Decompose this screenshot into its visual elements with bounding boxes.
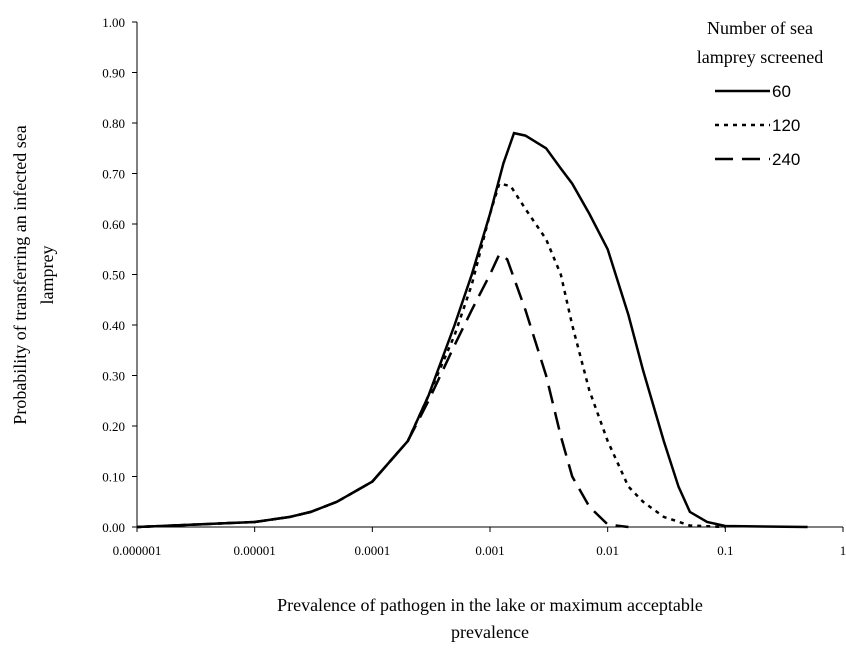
series-line [136,182,726,529]
x-tick-label: 0.000001 [113,543,162,558]
y-tick-label: 0.20 [102,419,125,434]
y-tick-label: 0.80 [102,116,125,131]
y-axis-title: lamprey [37,246,57,305]
series-line [136,131,808,529]
y-tick-label: 0.50 [102,268,125,283]
legend-label: 240 [772,150,800,169]
legend-label: 120 [772,116,800,135]
y-tick-label: 0.40 [102,318,125,333]
y-tick-label: 0.90 [102,66,125,81]
legend-label: 60 [772,82,791,101]
y-tick-label: 0.10 [102,470,125,485]
y-tick-label: 0.00 [102,520,125,535]
y-axis-title: Probability of transferring an infected … [10,125,30,424]
x-tick-label: 0.0001 [354,543,390,558]
x-axis-title: prevalence [451,622,529,642]
x-tick-label: 0.1 [717,543,733,558]
x-axis-title: Prevalence of pathogen in the lake or ma… [277,595,703,615]
y-tick-label: 1.00 [102,15,125,30]
legend-title: lamprey screened [697,47,823,67]
x-tick-label: 0.01 [596,543,619,558]
y-tick-label: 0.70 [102,167,125,182]
y-tick-label: 0.30 [102,369,125,384]
legend-title: Number of sea [707,18,813,38]
series-line [136,252,629,529]
y-tick-label: 0.60 [102,217,125,232]
x-tick-label: 0.00001 [234,543,276,558]
x-tick-label: 0.001 [475,543,504,558]
x-tick-label: 1 [840,543,846,558]
